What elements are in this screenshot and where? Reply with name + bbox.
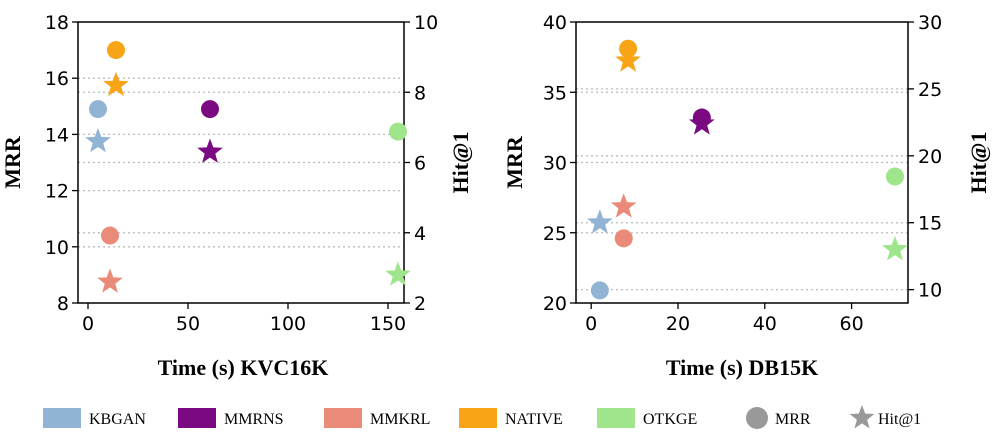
point-mrr-mmrns — [201, 100, 219, 119]
y-left-tick-label: 35 — [543, 82, 567, 104]
legend-kbgan-swatch — [43, 408, 81, 428]
legend-mmkrl-label: MMKRL — [370, 411, 430, 428]
y-left-tick-label: 30 — [543, 153, 567, 175]
point-hit1-mmrns — [197, 138, 223, 163]
legend-native-label: NATIVE — [505, 411, 563, 428]
point-mrr-kbgan — [590, 281, 609, 300]
plot-frame — [77, 21, 405, 304]
point-mrr-mmkrl — [101, 226, 119, 245]
point-mrr-otkge — [389, 122, 407, 141]
y-right-tick-label: 15 — [918, 213, 942, 235]
y-left-axis-label: MRR — [502, 135, 527, 189]
y-left-tick-label: 10 — [45, 237, 69, 259]
x-axis-label: Time (s) KVC16K — [158, 355, 329, 380]
y-right-tick-label: 30 — [918, 12, 942, 34]
point-hit1-mmkrl — [97, 268, 123, 293]
y-right-tick-label: 2 — [414, 293, 426, 315]
legend-mrr-label: MRR — [775, 411, 811, 428]
point-hit1-otkge — [882, 236, 908, 261]
chart-panel-1: 0 50 100 150 8 10 12 14 16 18 2 4 6 8 10 Time (s) KVC16… — [0, 12, 473, 380]
legend-hit1-label: Hit@1 — [878, 411, 921, 428]
x-tick-label: 0 — [585, 313, 597, 335]
x-tick-label: 40 — [753, 313, 777, 335]
y-left-tick-label: 14 — [45, 124, 69, 146]
x-axis-label: Time (s) DB15K — [666, 355, 818, 380]
y-left-tick-label: 16 — [45, 68, 69, 90]
legend-mmrns-swatch — [178, 408, 216, 428]
y-right-tick-label: 4 — [414, 223, 426, 245]
point-hit1-mmrns — [689, 110, 715, 135]
legend-mmrns-label: MMRNS — [224, 411, 284, 428]
point-hit1-otkge — [385, 261, 411, 286]
y-left-tick-label: 12 — [45, 181, 69, 203]
y-right-tick-label: 20 — [918, 146, 942, 168]
legend-otkge-label: OTKGE — [643, 411, 697, 428]
chart-panel-2: 0 20 40 60 20 25 30 35 40 10 15 20 25 30 Time (s) DB15… — [502, 12, 991, 380]
y-left-axis-label: MRR — [0, 135, 25, 189]
y-right-axis-label: Hit@1 — [448, 131, 473, 193]
y-left-tick-label: 20 — [543, 293, 567, 315]
legend-kbgan-label: KBGAN — [89, 411, 146, 428]
x-tick-label: 100 — [270, 313, 306, 335]
x-tick-label: 60 — [839, 313, 863, 335]
y-right-tick-label: 8 — [414, 82, 426, 104]
legend-otkge-swatch — [597, 408, 635, 428]
point-hit1-native — [103, 71, 129, 97]
y-right-tick-label: 10 — [918, 280, 942, 302]
y-left-tick-label: 8 — [57, 293, 69, 315]
x-tick-label: 50 — [176, 313, 200, 335]
legend: KBGAN MMRNS MMKRL NATIVE OTKGE MRR Hit@1 — [43, 405, 921, 429]
y-right-tick-label: 25 — [918, 79, 942, 101]
point-hit1-native — [615, 47, 641, 72]
point-mrr-otkge — [885, 167, 904, 186]
y-left-tick-label: 40 — [543, 12, 567, 34]
point-mrr-mmkrl — [614, 229, 633, 248]
point-hit1-kbgan — [85, 127, 111, 153]
x-tick-label: 20 — [666, 313, 690, 335]
legend-mrr-marker — [746, 407, 768, 429]
y-left-tick-label: 25 — [543, 223, 567, 245]
legend-hit1-marker — [849, 405, 875, 429]
legend-mmkrl-swatch — [324, 408, 362, 428]
point-hit1-kbgan — [587, 209, 613, 234]
y-right-tick-label: 10 — [414, 12, 438, 34]
x-tick-label: 150 — [370, 313, 406, 335]
point-hit1-mmkrl — [610, 193, 637, 218]
x-tick-label: 0 — [82, 313, 94, 335]
point-mrr-native — [107, 41, 125, 60]
legend-native-swatch — [459, 408, 497, 428]
point-mrr-kbgan — [89, 100, 107, 119]
y-left-tick-label: 18 — [45, 12, 69, 34]
y-right-tick-label: 6 — [414, 153, 426, 175]
y-right-axis-label: Hit@1 — [966, 131, 991, 193]
